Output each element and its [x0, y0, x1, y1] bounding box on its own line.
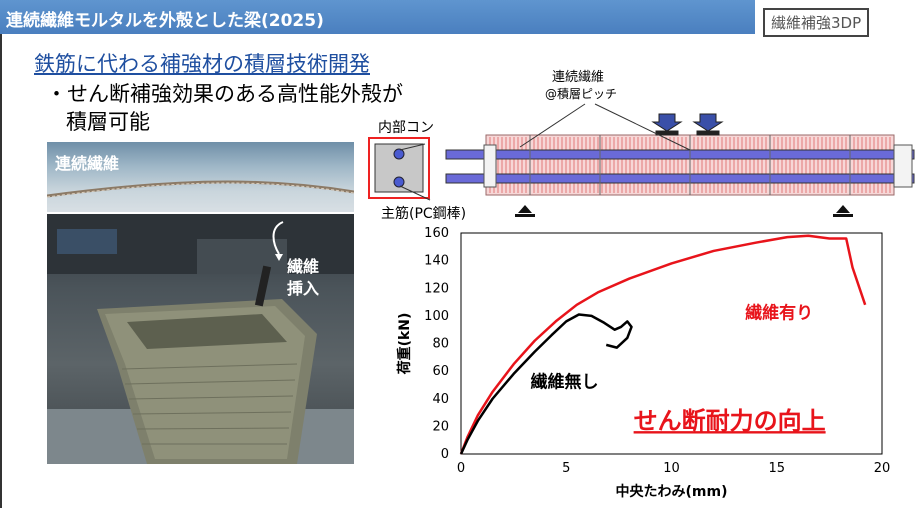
y-tick-label: 20 — [432, 419, 449, 434]
fiber-label: 連続繊維 — [55, 154, 120, 173]
y-tick-label: 0 — [441, 447, 449, 462]
x-axis-label: 中央たわみ(mm) — [616, 483, 728, 500]
series-line-with-fiber — [459, 234, 867, 455]
x-tick-label: 15 — [768, 461, 785, 476]
y-tick-label: 100 — [424, 309, 449, 324]
header-bar: 連続繊維モルタルを外殻とした梁(2025) — [0, 0, 755, 34]
series-line-without-fiber — [459, 313, 633, 455]
bullet-line-2: 積層可能 — [66, 110, 150, 134]
fiber-strand — [47, 180, 354, 198]
category-tag: 繊維補強3DP — [763, 8, 870, 37]
slide-title: 連続繊維モルタルを外殻とした梁(2025) — [6, 11, 324, 31]
annotation-with-fiber: 繊維有り — [745, 303, 813, 324]
fiber-photo: 連続繊維 — [47, 142, 354, 212]
x-tick-label: 20 — [874, 461, 891, 476]
fiber-pitch-label-line-2: @積層ピッチ — [545, 87, 618, 101]
x-axis-ticks: 0 5 10 15 20 — [457, 461, 890, 476]
fiber-insert-label: 繊維 挿入 — [287, 256, 319, 300]
fiber-pitch-label-line-1: 連続繊維 — [552, 70, 605, 85]
y-axis-ticks: 0 20 40 60 80 100 120 140 160 — [424, 226, 449, 462]
inner-concrete-label: 内部コン — [378, 120, 434, 136]
y-tick-label: 160 — [424, 226, 449, 241]
x-tick-label: 0 — [457, 461, 465, 476]
y-tick-label: 80 — [432, 337, 449, 352]
y-tick-label: 40 — [432, 392, 449, 407]
annotation-headline: せん断耐力の向上 — [634, 407, 826, 435]
y-tick-label: 120 — [424, 281, 449, 296]
fiber-insert-label-line-1: 繊維 — [287, 257, 320, 276]
series-group — [459, 234, 867, 455]
y-tick-label: 140 — [424, 254, 449, 269]
x-tick-label: 10 — [663, 461, 680, 476]
bullet-line-1: ・せん断補強効果のある高性能外殻が — [46, 82, 403, 106]
y-axis-label: 荷重(kN) — [396, 313, 413, 376]
plot-area — [460, 232, 883, 455]
bullet-text: ・せん断補強効果のある高性能外殻が 積層可能 — [46, 80, 403, 136]
x-tick-label: 5 — [562, 461, 570, 476]
main-bar-label: 主筋(PC鋼棒) — [381, 206, 467, 222]
section-subtitle: 鉄筋に代わる補強材の積層技術開発 — [34, 52, 370, 76]
printed-shell-illustration — [47, 214, 354, 464]
printed-shell-photo: 繊維 挿入 — [47, 214, 354, 464]
fiber-insert-label-line-2: 挿入 — [287, 279, 320, 298]
y-tick-label: 60 — [432, 364, 449, 379]
annotation-without-fiber: 繊維無し — [530, 372, 598, 393]
